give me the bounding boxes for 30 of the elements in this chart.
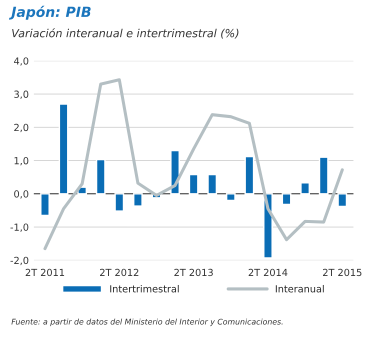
bar [207, 174, 218, 194]
bar [133, 193, 143, 207]
x-tick-label: 2T 2012 [100, 268, 138, 276]
y-tick-label: 3,0 [14, 90, 28, 99]
line-series [43, 78, 344, 250]
x-tick-label: 2T 2011 [26, 268, 64, 276]
bar [96, 158, 106, 194]
bar [282, 193, 292, 206]
bar [337, 193, 348, 208]
x-tick-label: 2T 2013 [174, 268, 213, 276]
y-tick-label: 1,0 [14, 157, 28, 166]
bar [226, 193, 236, 202]
bar [188, 174, 199, 194]
y-tick-label: -2,0 [10, 256, 28, 266]
x-tick-label: 2T 2015 [323, 268, 362, 276]
chart-title: Japón: PIB [8, 6, 91, 20]
bar [300, 182, 310, 194]
x-tick-label: 2T 2014 [248, 268, 288, 276]
bar [58, 103, 68, 194]
bar [318, 156, 329, 194]
y-tick-label: 0,0 [14, 190, 28, 199]
legend-label: Intertrimestral [110, 284, 179, 292]
y-tick-label: -1,0 [10, 224, 28, 232]
bar [244, 156, 254, 194]
bar [114, 193, 124, 212]
legend-label: Interanual [276, 284, 324, 292]
chart-subtitle: Variación interanual e intertrimestral (%) [12, 28, 238, 39]
bar [40, 193, 50, 216]
y-tick-label: 2,0 [14, 124, 28, 132]
y-tick-label: 4,0 [14, 57, 28, 66]
